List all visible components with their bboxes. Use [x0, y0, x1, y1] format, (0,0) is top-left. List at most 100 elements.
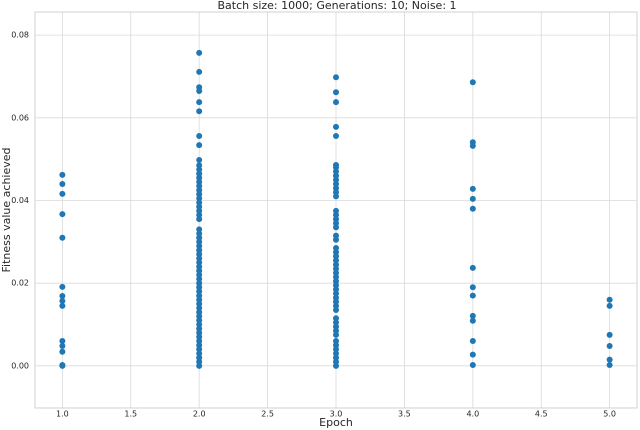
point [469, 284, 476, 291]
point [59, 342, 66, 349]
point [333, 99, 339, 106]
point [333, 257, 339, 264]
point [469, 317, 476, 324]
point [469, 351, 476, 358]
point [196, 142, 203, 149]
point [196, 187, 203, 194]
point [196, 234, 203, 241]
point [333, 294, 339, 301]
point [469, 205, 476, 212]
point [333, 224, 339, 231]
point [196, 321, 203, 328]
point [469, 264, 476, 271]
x-tick-label: 5.0 [603, 410, 616, 419]
point [606, 362, 613, 369]
y-tick-label: 0.00 [11, 361, 29, 370]
point [59, 234, 66, 241]
point [196, 276, 203, 283]
point [196, 87, 203, 94]
point [196, 156, 203, 163]
point [196, 263, 203, 270]
point [333, 172, 339, 179]
point [333, 89, 339, 96]
point [196, 133, 203, 140]
x-tick-label: 3.0 [330, 410, 343, 419]
point [196, 280, 203, 287]
point [59, 362, 66, 369]
point [333, 323, 339, 330]
point [196, 211, 203, 218]
point [196, 350, 203, 357]
point [59, 348, 66, 355]
point [196, 284, 203, 291]
point [196, 338, 203, 345]
point [196, 178, 203, 185]
point [196, 342, 203, 349]
point [333, 74, 339, 81]
point [196, 99, 203, 106]
point [196, 271, 203, 278]
point [196, 162, 203, 169]
point [333, 168, 339, 175]
point [333, 358, 339, 365]
point [333, 315, 339, 322]
point [469, 312, 476, 319]
point [196, 317, 203, 324]
point [469, 362, 476, 369]
y-tick-label: 0.08 [11, 31, 29, 40]
point [606, 331, 613, 338]
point [196, 251, 203, 258]
point [333, 133, 339, 140]
y-tick-label: 0.02 [11, 279, 29, 288]
point [196, 216, 203, 223]
point [333, 269, 339, 276]
point [196, 199, 203, 206]
point [469, 338, 476, 345]
x-tick-label: 1.0 [56, 410, 69, 419]
point [333, 207, 339, 214]
point [333, 216, 339, 223]
point [196, 191, 203, 198]
point [59, 180, 66, 187]
point [59, 302, 66, 309]
point [59, 297, 66, 304]
point [333, 319, 339, 326]
point [333, 123, 339, 130]
point [196, 346, 203, 353]
point [196, 247, 203, 254]
point [333, 193, 339, 200]
point [333, 189, 339, 196]
chart-title: Batch size: 1000; Generations: 10; Noise… [217, 0, 456, 12]
point [333, 261, 339, 268]
point [606, 342, 613, 349]
point [333, 290, 339, 297]
point [196, 68, 203, 75]
point [333, 211, 339, 218]
point [333, 236, 339, 243]
point [196, 296, 203, 303]
point [196, 183, 203, 190]
point [196, 325, 203, 332]
point [333, 282, 339, 289]
x-tick-label: 3.5 [398, 410, 411, 419]
point [469, 185, 476, 192]
x-tick-label: 2.0 [193, 410, 206, 419]
point [333, 265, 339, 272]
point [196, 108, 203, 115]
point [606, 356, 613, 363]
point [196, 170, 203, 177]
x-tick-label: 4.5 [535, 410, 548, 419]
x-tick-label: 4.0 [466, 410, 479, 419]
point [333, 350, 339, 357]
y-tick-label: 0.04 [11, 196, 29, 205]
point [333, 253, 339, 260]
point [333, 185, 339, 192]
point [333, 327, 339, 334]
point [333, 278, 339, 285]
x-tick-label: 2.5 [261, 410, 274, 419]
point [333, 249, 339, 256]
point [196, 195, 203, 202]
point [59, 211, 66, 218]
